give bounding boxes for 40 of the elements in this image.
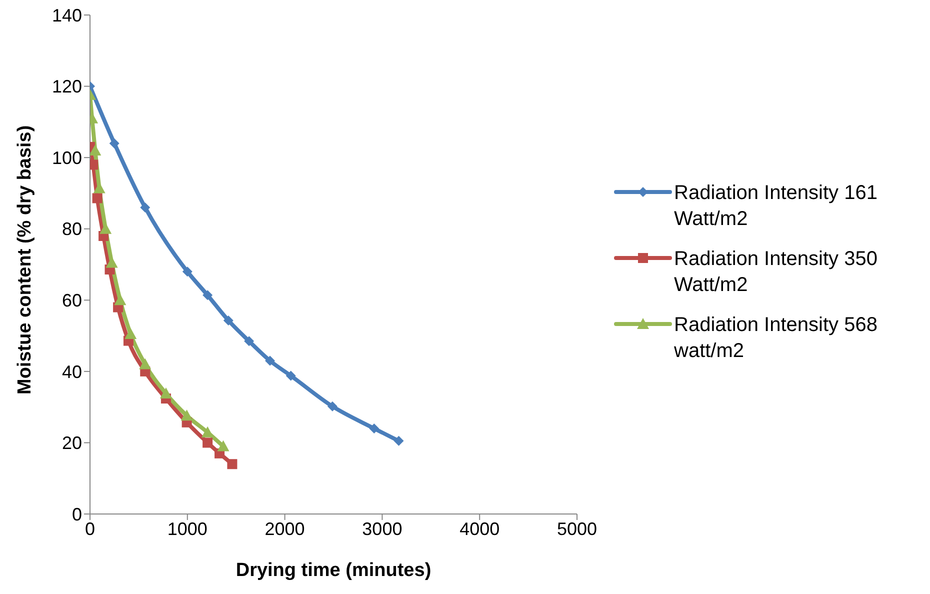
point bbox=[264, 356, 275, 366]
legend-label: Radiation Intensity 161 Watt/m2 bbox=[674, 181, 878, 232]
x-tick-label: 2000 bbox=[264, 518, 305, 539]
point bbox=[109, 138, 120, 148]
point bbox=[394, 436, 404, 446]
point bbox=[286, 370, 296, 381]
legend-label: Radiation Intensity 350 Watt/m2 bbox=[674, 247, 878, 298]
point bbox=[114, 294, 126, 306]
y-tick-label: 0 bbox=[72, 504, 82, 524]
legend-label: Radiation Intensity 568 watt/m2 bbox=[674, 313, 878, 364]
y-tick-label: 100 bbox=[52, 148, 82, 168]
point bbox=[182, 266, 192, 277]
x-tick-label: 0 bbox=[84, 518, 96, 539]
y-tick-label: 80 bbox=[62, 219, 82, 240]
x-tick-label: 1000 bbox=[167, 518, 208, 539]
y-tick-label: 140 bbox=[52, 5, 82, 26]
point bbox=[244, 336, 254, 346]
y-tick-label: 20 bbox=[62, 433, 82, 454]
y-tick-label: 120 bbox=[52, 76, 82, 97]
x-tick-label: 5000 bbox=[556, 518, 598, 539]
point bbox=[160, 388, 172, 399]
point bbox=[140, 202, 150, 212]
point bbox=[327, 401, 338, 412]
x-tick-label: 3000 bbox=[362, 518, 402, 539]
y-tick-label: 40 bbox=[62, 362, 82, 382]
point bbox=[180, 410, 193, 421]
point bbox=[202, 438, 213, 448]
point bbox=[202, 290, 213, 300]
point bbox=[139, 358, 152, 370]
x-tick-label: 4000 bbox=[460, 518, 500, 539]
point bbox=[124, 328, 137, 340]
y-axis-title: Moistue content (% dry basis) bbox=[14, 125, 36, 394]
point bbox=[223, 315, 234, 326]
point bbox=[369, 423, 380, 434]
point bbox=[227, 459, 238, 470]
point bbox=[92, 193, 102, 204]
x-axis-title: Drying time (minutes) bbox=[236, 560, 432, 581]
point bbox=[90, 144, 102, 156]
point bbox=[217, 440, 230, 452]
y-tick-label: 60 bbox=[62, 290, 82, 311]
